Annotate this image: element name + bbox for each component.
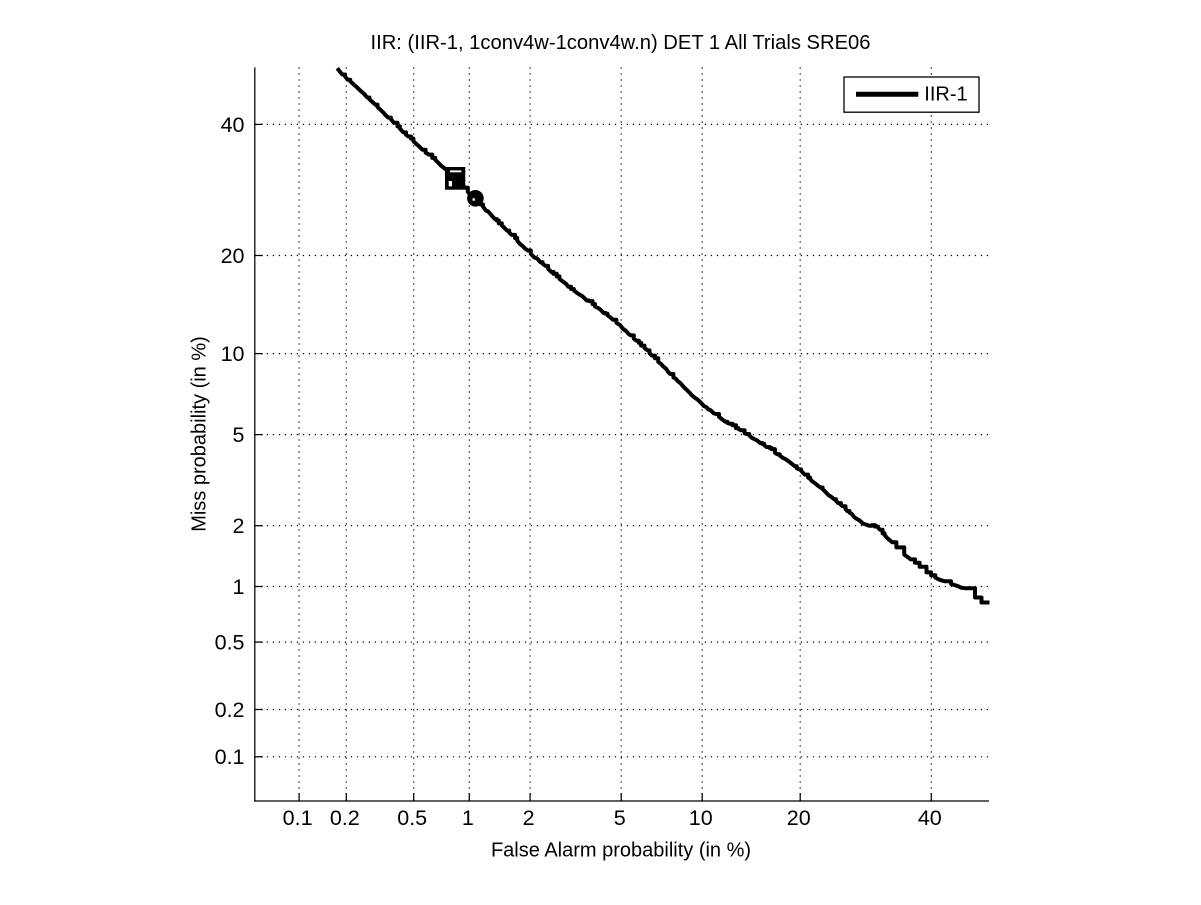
svg-text:20: 20 bbox=[221, 244, 245, 268]
svg-text:20: 20 bbox=[787, 806, 811, 830]
svg-text:Miss probability (in %): Miss probability (in %) bbox=[189, 336, 211, 532]
svg-text:2: 2 bbox=[523, 806, 535, 830]
svg-text:0.2: 0.2 bbox=[330, 806, 360, 830]
svg-text:0.5: 0.5 bbox=[397, 806, 427, 830]
svg-text:0.2: 0.2 bbox=[215, 698, 245, 722]
svg-text:0.1: 0.1 bbox=[215, 745, 245, 769]
svg-text:0.5: 0.5 bbox=[215, 631, 245, 655]
svg-text:5: 5 bbox=[614, 806, 626, 830]
svg-text:40: 40 bbox=[918, 806, 942, 830]
svg-text:10: 10 bbox=[689, 806, 713, 830]
svg-text:IIR: (IIR-1, 1conv4w-1conv4w.n: IIR: (IIR-1, 1conv4w-1conv4w.n) DET 1 Al… bbox=[370, 32, 870, 54]
svg-text:2: 2 bbox=[233, 514, 245, 538]
svg-text:1: 1 bbox=[462, 806, 474, 830]
svg-text:1: 1 bbox=[233, 575, 245, 599]
svg-text:0.1: 0.1 bbox=[283, 806, 313, 830]
svg-text:10: 10 bbox=[221, 342, 245, 366]
svg-text:5: 5 bbox=[233, 423, 245, 447]
svg-text:IIR-1: IIR-1 bbox=[924, 84, 967, 106]
svg-text:False Alarm probability (in %): False Alarm probability (in %) bbox=[491, 840, 751, 862]
svg-text:40: 40 bbox=[221, 113, 245, 137]
